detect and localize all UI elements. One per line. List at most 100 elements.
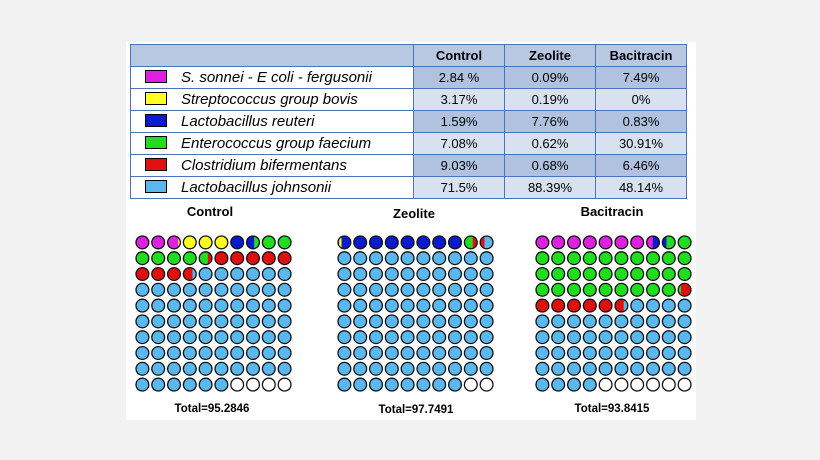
waffle-dot-outline <box>661 361 676 376</box>
waffle-dot-outline <box>182 345 197 361</box>
waffle-cell <box>447 377 463 392</box>
waffle-dot <box>401 362 414 376</box>
waffle-dot-outline <box>630 377 645 392</box>
waffle-dot <box>551 346 565 360</box>
waffle-dot-outline <box>384 282 399 297</box>
waffle-cell <box>353 377 368 392</box>
waffle-dot <box>401 299 414 312</box>
waffle-dot-outline <box>645 282 661 297</box>
value-cell: 0% <box>595 88 687 111</box>
waffle-dot-outline <box>337 298 352 313</box>
waffle-cell <box>245 282 261 297</box>
waffle-dot-outline <box>661 345 676 361</box>
waffle-cell <box>214 314 229 329</box>
waffle-dot-outline <box>135 235 150 250</box>
legend-swatch <box>145 92 167 105</box>
waffle-dot <box>480 267 493 281</box>
waffle-dot-outline <box>598 298 613 313</box>
waffle-cell <box>463 266 478 282</box>
waffle-dot-outline <box>447 266 463 282</box>
figure-panel: Control Zeolite Bacitracin S. sonnei - E… <box>126 42 696 420</box>
waffle-cell <box>135 345 150 361</box>
waffle-cell <box>677 345 692 361</box>
waffle-dot <box>630 378 644 391</box>
waffle-dot-outline <box>582 298 597 313</box>
waffle-dot-outline <box>151 266 166 282</box>
waffle-dot <box>215 267 228 281</box>
waffle-cell <box>416 235 431 250</box>
waffle-cell <box>432 251 447 266</box>
waffle-dot <box>151 299 165 312</box>
waffle-cell <box>384 251 399 266</box>
waffle-dot <box>662 330 676 344</box>
waffle-dot-outline <box>198 298 213 313</box>
waffle-cell <box>416 361 431 376</box>
waffle-dot-outline <box>416 266 431 282</box>
waffle-dot <box>353 378 367 391</box>
waffle-dot-outline <box>645 251 661 266</box>
waffle-cell <box>598 266 613 282</box>
waffle-dot <box>630 330 644 344</box>
waffle-cell <box>463 298 478 313</box>
waffle-dot-outline <box>479 314 494 329</box>
waffle-dot-outline <box>214 377 229 392</box>
waffle-dot-outline <box>182 298 197 313</box>
waffle-dot-outline <box>135 266 150 282</box>
waffle-dot-outline <box>677 235 692 250</box>
waffle-dot-outline <box>135 330 150 345</box>
waffle-cell <box>368 298 384 313</box>
waffle-dot <box>448 299 462 312</box>
waffle-cell <box>198 314 213 329</box>
waffle-cell <box>614 345 629 361</box>
waffle-dot <box>615 283 628 297</box>
value-cell: 71.5% <box>413 176 505 199</box>
waffle-dot <box>183 378 197 391</box>
waffle-cell <box>463 251 478 266</box>
waffle-cell <box>214 282 229 297</box>
waffle-cell <box>614 266 629 282</box>
waffle-dot-outline <box>614 330 629 345</box>
table-header-row: Control Zeolite Bacitracin <box>130 44 687 67</box>
waffle-dot <box>215 283 228 297</box>
waffle-dot-outline <box>677 314 692 329</box>
waffle-dot-outline <box>337 251 352 266</box>
waffle-cell <box>214 235 229 250</box>
waffle-dot-outline <box>353 282 368 297</box>
waffle-cell <box>166 266 182 282</box>
waffle-dot <box>369 378 383 391</box>
waffle-dot-outline <box>245 314 261 329</box>
waffle-dot <box>678 251 691 265</box>
waffle-dot-outline <box>277 235 292 250</box>
waffle-dot <box>385 267 399 281</box>
species-label: Enterococcus group faecium <box>181 135 372 152</box>
waffle-dot-segment <box>678 283 682 297</box>
waffle-dot-outline <box>447 345 463 361</box>
waffle-cell <box>182 377 197 392</box>
waffle-dot-outline <box>400 298 415 313</box>
waffle-dot-outline <box>198 235 213 250</box>
waffle-dot <box>432 346 446 360</box>
waffle-dot-outline <box>551 377 566 392</box>
waffle-dot <box>199 283 212 297</box>
table-row: Lactobacillus johnsonii 71.5% 88.39% 48.… <box>130 176 687 199</box>
waffle-dot-outline <box>582 266 597 282</box>
waffle-dot-outline <box>463 266 478 282</box>
waffle-dot-outline <box>582 345 597 361</box>
waffle-dot <box>662 299 676 312</box>
waffle-dot-outline <box>337 282 352 297</box>
waffle-dot-outline <box>630 361 645 376</box>
waffle-dot <box>278 283 291 297</box>
waffle-dot <box>230 378 244 391</box>
table-row: Streptococcus group bovis 3.17% 0.19% 0% <box>130 88 687 111</box>
waffle-dot-outline <box>261 282 276 297</box>
waffle-dot-outline <box>566 330 582 345</box>
waffle-dot-outline <box>368 330 384 345</box>
waffle-cell <box>677 282 692 297</box>
waffle-cell <box>337 345 352 361</box>
waffle-dot-outline <box>582 251 597 266</box>
waffle-dot-outline <box>416 251 431 266</box>
waffle-dot <box>246 299 260 312</box>
waffle-dot-outline <box>614 266 629 282</box>
waffle-dot <box>136 236 149 249</box>
waffle-dot <box>480 251 493 265</box>
